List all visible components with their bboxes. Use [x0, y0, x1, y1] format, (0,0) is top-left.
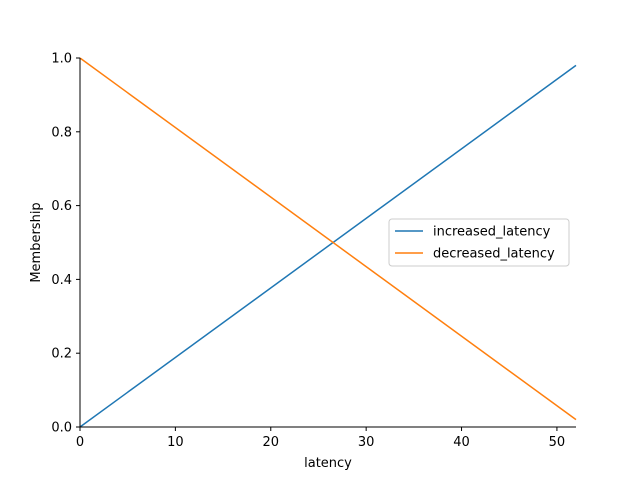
series-lines	[79, 57, 577, 428]
legend-label-increased-latency: increased_latency	[433, 225, 551, 240]
x-ticks: 0 10 20 30 40 50	[76, 427, 565, 450]
x-axis-label: latency	[304, 456, 352, 471]
series-line-decreased-latency	[79, 57, 577, 421]
series-line-increased-latency	[79, 64, 577, 428]
y-tick-label: 0.8	[51, 125, 72, 140]
legend: increased_latency decreased_latency	[388, 218, 570, 267]
legend-frame	[388, 218, 570, 267]
axes	[79, 58, 576, 428]
legend-label-decreased-latency: decreased_latency	[433, 247, 555, 262]
x-tick-label: 40	[453, 435, 470, 450]
x-tick-label: 20	[262, 435, 279, 450]
y-ticks: 0.0 0.2 0.4 0.6 0.8 1.0	[51, 52, 80, 436]
x-tick-label: 30	[358, 435, 375, 450]
y-tick-label: 1.0	[51, 52, 72, 67]
y-axis-label: Membership	[29, 202, 44, 282]
y-tick-label: 0.4	[51, 273, 72, 288]
x-tick-label: 10	[167, 435, 184, 450]
x-tick-label: 50	[549, 435, 566, 450]
y-tick-label: 0.0	[51, 421, 72, 436]
y-tick-label: 0.6	[51, 199, 72, 214]
x-tick-label: 0	[76, 435, 84, 450]
y-tick-label: 0.2	[51, 347, 72, 362]
